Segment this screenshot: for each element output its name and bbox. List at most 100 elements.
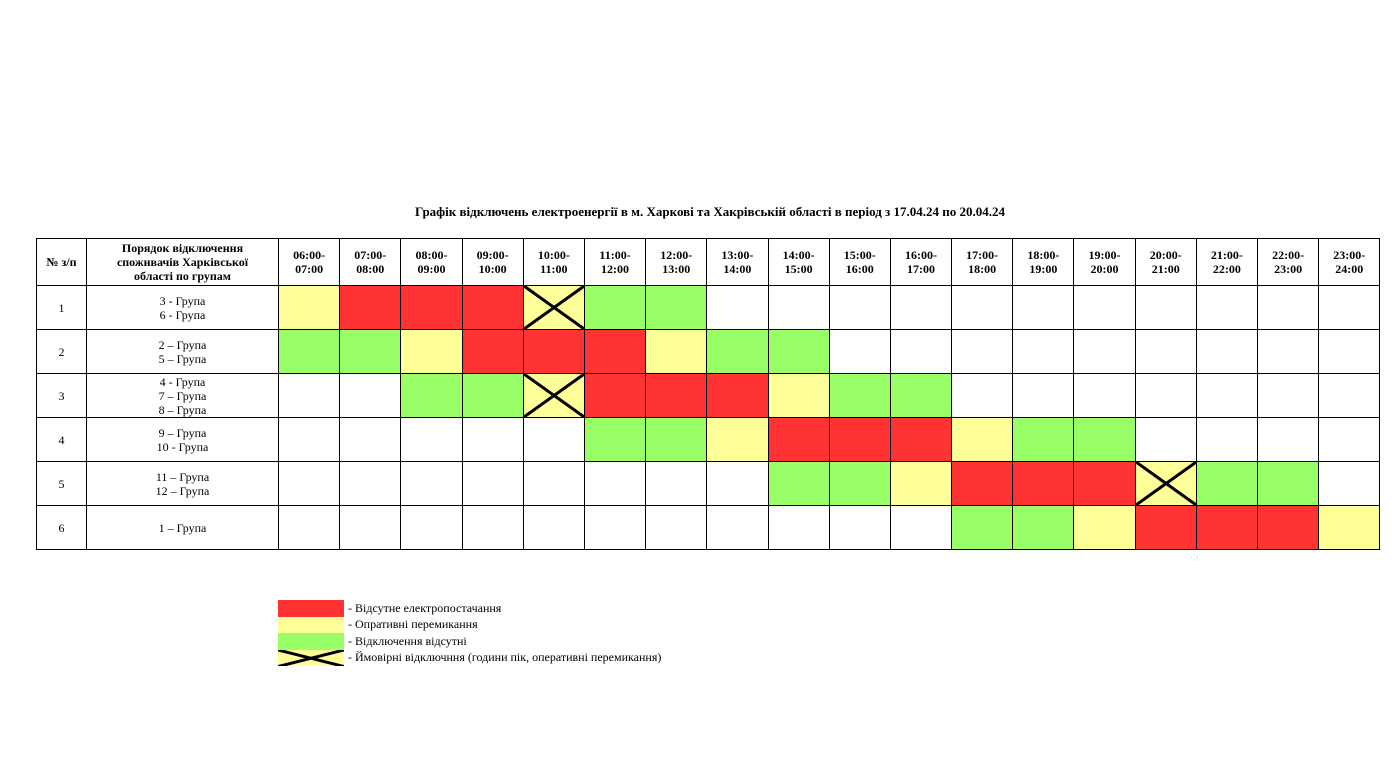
power-on-cell bbox=[767, 329, 830, 374]
power-on-cell bbox=[461, 373, 524, 418]
switching-cell bbox=[645, 329, 708, 374]
row-groups: 2 – Група 5 – Група bbox=[86, 329, 279, 374]
power-on-cell bbox=[277, 329, 341, 374]
empty-cell bbox=[1195, 329, 1259, 374]
empty-cell bbox=[767, 505, 830, 550]
header-hour: 18:00-19:00 bbox=[1012, 238, 1075, 286]
row-groups: 11 – Група 12 – Група bbox=[86, 461, 279, 506]
no-power-cell bbox=[951, 461, 1014, 506]
no-power-cell bbox=[1256, 505, 1320, 550]
no-power-cell bbox=[1134, 505, 1197, 550]
no-power-cell bbox=[889, 417, 953, 462]
row-number: 2 bbox=[36, 329, 87, 374]
empty-cell bbox=[522, 417, 585, 462]
power-on-cell bbox=[645, 285, 708, 330]
header-hour: 12:00-13:00 bbox=[645, 238, 708, 286]
row-number: 6 bbox=[36, 505, 87, 550]
switching-cell bbox=[767, 373, 830, 418]
header-row: № з/п Порядок відключення споживачів Харк… bbox=[36, 238, 1381, 286]
row-number: 4 bbox=[36, 417, 87, 462]
legend-item: - Ймовірні відключння (години пік, опера… bbox=[278, 649, 662, 666]
cross-icon bbox=[1136, 462, 1196, 505]
row-groups: 4 - Група 7 – Група 8 – Група bbox=[86, 373, 279, 418]
empty-cell bbox=[1195, 417, 1259, 462]
empty-cell bbox=[1134, 417, 1197, 462]
empty-cell bbox=[1318, 417, 1381, 462]
no-power-cell bbox=[1012, 461, 1075, 506]
no-power-cell bbox=[706, 373, 769, 418]
empty-cell bbox=[1256, 285, 1320, 330]
switching-cell bbox=[951, 417, 1014, 462]
switching-cell bbox=[1318, 505, 1381, 550]
empty-cell bbox=[583, 505, 647, 550]
table-row: 6 1 – Група bbox=[36, 505, 1381, 550]
switching-cell bbox=[706, 417, 769, 462]
header-hour: 23:00-24:00 bbox=[1318, 238, 1381, 286]
empty-cell bbox=[889, 505, 953, 550]
power-on-cell bbox=[828, 373, 891, 418]
legend-label: - Відсутне електропостачання bbox=[348, 600, 502, 615]
row-groups: 1 – Група bbox=[86, 505, 279, 550]
header-hour: 17:00-18:00 bbox=[951, 238, 1014, 286]
power-on-cell bbox=[1195, 461, 1259, 506]
switching-cell bbox=[1073, 505, 1136, 550]
empty-cell bbox=[951, 329, 1014, 374]
group-label: 4 - Група bbox=[159, 374, 206, 389]
empty-cell bbox=[951, 285, 1014, 330]
empty-cell bbox=[1318, 285, 1381, 330]
empty-cell bbox=[706, 461, 769, 506]
no-power-cell bbox=[645, 373, 708, 418]
header-hour: 22:00-23:00 bbox=[1256, 238, 1320, 286]
header-hour: 15:00-16:00 bbox=[828, 238, 891, 286]
header-hour: 16:00-17:00 bbox=[889, 238, 953, 286]
no-power-cell bbox=[828, 417, 891, 462]
empty-cell bbox=[461, 461, 524, 506]
legend-label: - Відключення відсутні bbox=[348, 633, 467, 648]
power-on-cell bbox=[828, 461, 891, 506]
legend-swatch bbox=[278, 633, 344, 650]
empty-cell bbox=[1256, 417, 1320, 462]
header-groups: Порядок відключення споживачів Харківськ… bbox=[86, 238, 279, 286]
header-hour: 19:00-20:00 bbox=[1073, 238, 1136, 286]
row-number: 5 bbox=[36, 461, 87, 506]
group-label: 7 – Група bbox=[158, 388, 207, 403]
row-groups: 9 – Група 10 - Група bbox=[86, 417, 279, 462]
empty-cell bbox=[277, 417, 341, 462]
power-on-cell bbox=[706, 329, 769, 374]
probable-outage-cell bbox=[522, 285, 585, 330]
legend-swatch bbox=[278, 649, 344, 666]
empty-cell bbox=[889, 285, 953, 330]
probable-outage-cell bbox=[522, 373, 585, 418]
group-label: 2 – Група bbox=[158, 337, 207, 352]
empty-cell bbox=[828, 285, 891, 330]
empty-cell bbox=[1134, 373, 1197, 418]
empty-cell bbox=[277, 505, 341, 550]
empty-cell bbox=[339, 373, 402, 418]
schedule-title: Графік відключень електроенергії в м. Ха… bbox=[415, 204, 1005, 219]
empty-cell bbox=[461, 505, 524, 550]
power-on-cell bbox=[583, 417, 647, 462]
group-label: 6 - Група bbox=[159, 307, 206, 322]
empty-cell bbox=[1256, 329, 1320, 374]
empty-cell bbox=[522, 505, 585, 550]
power-on-cell bbox=[339, 329, 402, 374]
empty-cell bbox=[706, 285, 769, 330]
header-hour: 11:00-12:00 bbox=[583, 238, 647, 286]
empty-cell bbox=[1012, 285, 1075, 330]
no-power-cell bbox=[461, 329, 524, 374]
empty-cell bbox=[277, 461, 341, 506]
power-on-cell bbox=[583, 285, 647, 330]
empty-cell bbox=[1012, 329, 1075, 374]
switching-cell bbox=[400, 329, 463, 374]
empty-cell bbox=[339, 505, 402, 550]
empty-cell bbox=[522, 461, 585, 506]
header-hour: 21:00-22:00 bbox=[1195, 238, 1259, 286]
empty-cell bbox=[1318, 373, 1381, 418]
empty-cell bbox=[400, 461, 463, 506]
power-on-cell bbox=[767, 461, 830, 506]
legend-item: - Відключення відсутні bbox=[278, 633, 661, 650]
legend-label: - Ймовірні відключння (години пік, опера… bbox=[348, 650, 662, 665]
legend-item: - Відсутне електропостачання bbox=[278, 600, 661, 617]
group-label: 9 – Група bbox=[158, 425, 207, 440]
